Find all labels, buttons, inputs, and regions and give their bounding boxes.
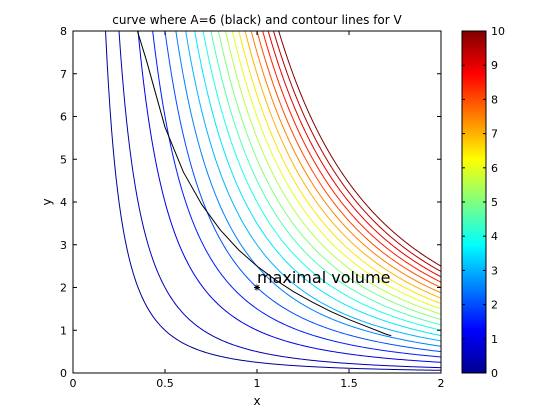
x-tick-label: 1.5 bbox=[340, 377, 358, 390]
y-tick-label: 6 bbox=[60, 111, 67, 124]
axis-ticks bbox=[72, 30, 442, 374]
y-tick-label: 3 bbox=[60, 239, 67, 252]
y-tick-label: 8 bbox=[60, 25, 67, 38]
constraint-curve bbox=[136, 31, 392, 337]
constraint-curve-layer bbox=[136, 31, 392, 337]
x-tick-label: 0 bbox=[70, 377, 77, 390]
colorbar-tick-label: 7 bbox=[491, 128, 498, 141]
x-tick-label: 0.5 bbox=[156, 377, 174, 390]
colorbar-tick-label: 9 bbox=[491, 59, 498, 72]
colorbar-tick-label: 6 bbox=[491, 162, 498, 175]
contour-line bbox=[273, 31, 441, 272]
x-axis-label: x bbox=[253, 394, 260, 408]
colorbar-tick-label: 4 bbox=[491, 230, 498, 243]
y-tick-label: 7 bbox=[60, 68, 67, 81]
y-tick-label: 5 bbox=[60, 153, 67, 166]
maximal-volume-label: maximal volume bbox=[257, 268, 391, 287]
contour-line bbox=[217, 31, 441, 321]
y-tick-labels: 0 1 2 3 4 5 6 7 8 bbox=[60, 25, 67, 380]
contour-line bbox=[164, 31, 441, 353]
contour-line bbox=[262, 31, 441, 283]
y-tick-label: 4 bbox=[60, 196, 67, 209]
x-tick-label: 2 bbox=[438, 377, 445, 390]
colorbar-tick-label: 2 bbox=[491, 299, 498, 312]
x-tick-label: 1 bbox=[254, 377, 261, 390]
contour-line bbox=[267, 31, 441, 278]
contour-line bbox=[194, 31, 441, 337]
contour-line bbox=[152, 31, 441, 358]
contour-lines bbox=[105, 31, 441, 371]
colorbar-tick-label: 5 bbox=[491, 196, 498, 209]
contour-line bbox=[137, 31, 441, 363]
contour-line bbox=[118, 31, 441, 369]
y-tick-label: 2 bbox=[60, 282, 67, 295]
contour-line bbox=[250, 31, 441, 294]
contour-line bbox=[105, 31, 441, 371]
colorbar-tick-label: 10 bbox=[491, 25, 505, 38]
contour-line bbox=[244, 31, 441, 299]
chart-title: curve where A=6 (black) and contour line… bbox=[112, 13, 402, 27]
y-axis-label: y bbox=[40, 198, 54, 205]
contour-line bbox=[238, 31, 441, 304]
contour-line bbox=[225, 31, 441, 315]
maximal-volume-marker bbox=[254, 284, 260, 291]
colorbar bbox=[461, 30, 487, 374]
contour-line bbox=[231, 31, 441, 310]
contour-line bbox=[278, 31, 441, 267]
contour-line bbox=[210, 31, 441, 326]
x-tick-labels: 0 0.5 1 1.5 2 bbox=[70, 377, 445, 390]
colorbar-tick-label: 0 bbox=[491, 367, 498, 380]
maximal-volume-marker-layer bbox=[254, 284, 260, 291]
contour-line bbox=[185, 31, 441, 342]
colorbar-tick-labels: 0 1 2 3 4 5 6 7 8 9 10 bbox=[491, 25, 505, 380]
y-tick-label: 1 bbox=[60, 324, 67, 337]
colorbar-tick-label: 1 bbox=[491, 333, 498, 346]
colorbar-tick-label: 8 bbox=[491, 93, 498, 106]
contour-line bbox=[175, 31, 441, 347]
contour-line bbox=[256, 31, 441, 288]
colorbar-ticks bbox=[462, 30, 486, 374]
colorbar-tick-label: 3 bbox=[491, 264, 498, 277]
contour-line bbox=[202, 31, 441, 331]
y-tick-label: 0 bbox=[60, 367, 67, 380]
